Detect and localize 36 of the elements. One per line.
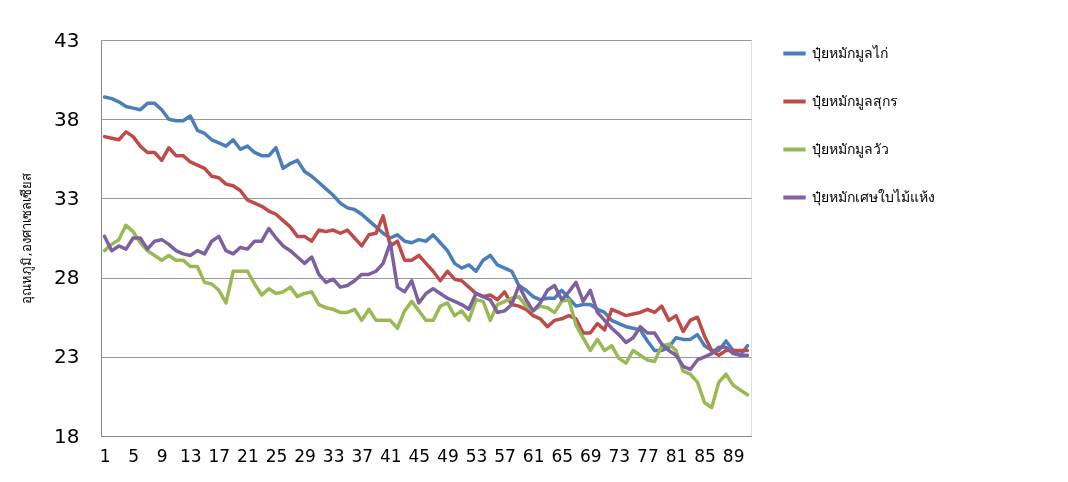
x-tick-label: 45 <box>408 445 431 466</box>
x-tick-label: 61 <box>522 445 545 466</box>
x-tick-label: 85 <box>694 445 716 466</box>
y-tick-label: 23 <box>54 344 80 369</box>
x-tick-label: 53 <box>465 445 488 466</box>
x-tick-label: 13 <box>179 445 202 466</box>
x-tick-label: 29 <box>294 445 316 466</box>
x-tick-label: 5 <box>128 445 140 466</box>
x-tick-label: 65 <box>551 445 574 466</box>
legend-label: ปุ๋ยหมักมูลสุกร <box>812 92 898 110</box>
x-tick-label: 37 <box>351 445 374 466</box>
x-tick-label: 33 <box>322 445 345 466</box>
x-tick-label: 17 <box>208 445 231 466</box>
x-tick-label: 89 <box>722 445 745 466</box>
y-tick-label: 28 <box>54 265 80 290</box>
y-tick-label: 33 <box>54 185 80 210</box>
x-tick-label: 21 <box>237 445 259 466</box>
legend-label: ปุ๋ยหมักมูลวัว <box>812 140 889 158</box>
line-series <box>102 226 750 372</box>
x-tick-label: 69 <box>579 445 602 466</box>
line-series <box>102 223 750 410</box>
x-tick-label: 25 <box>265 445 288 466</box>
x-tick-label: 73 <box>608 445 631 466</box>
y-tick-label: 43 <box>54 27 80 52</box>
x-tick-label: 1 <box>99 445 111 466</box>
y-axis-title: อุณหภูมิ,องศาเซลเซียส <box>19 173 36 304</box>
x-tick-label: 41 <box>379 445 402 466</box>
x-tick-label: 77 <box>637 445 659 466</box>
legend-label: ปุ๋ยหมักมูลไก่ <box>812 44 888 62</box>
y-tick-label: 38 <box>54 106 80 131</box>
legend-label: ปุ๋ยหมักเศษใบไม้แห้ง <box>812 188 935 206</box>
x-tick-label: 9 <box>156 445 168 466</box>
y-tick-label: 18 <box>54 423 80 448</box>
x-tick-label: 49 <box>437 445 459 466</box>
x-tick-label: 57 <box>494 445 516 466</box>
x-tick-label: 81 <box>665 445 688 466</box>
